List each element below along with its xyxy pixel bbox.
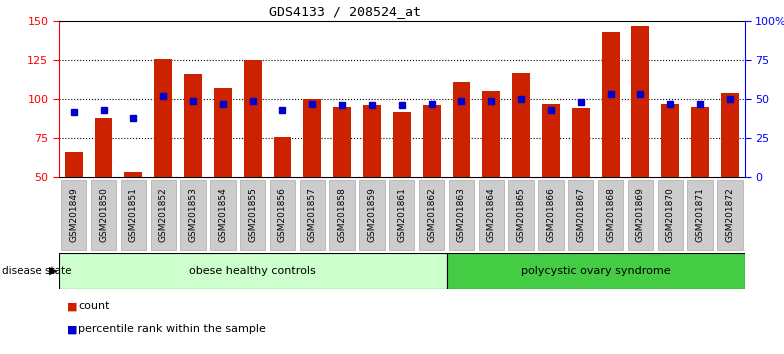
- FancyBboxPatch shape: [151, 180, 176, 250]
- Bar: [452, 82, 470, 177]
- FancyBboxPatch shape: [389, 180, 415, 250]
- Text: ▶: ▶: [49, 266, 57, 276]
- Bar: [363, 105, 381, 177]
- Bar: [274, 137, 292, 177]
- Bar: [244, 60, 262, 177]
- FancyBboxPatch shape: [91, 180, 116, 250]
- Bar: [303, 99, 321, 177]
- Text: ■: ■: [67, 324, 77, 334]
- Text: count: count: [78, 301, 110, 311]
- Bar: [691, 107, 709, 177]
- FancyBboxPatch shape: [359, 180, 385, 250]
- Text: GSM201869: GSM201869: [636, 188, 645, 242]
- Bar: [512, 73, 530, 177]
- Bar: [423, 105, 441, 177]
- Text: GSM201858: GSM201858: [338, 188, 347, 242]
- FancyBboxPatch shape: [598, 180, 623, 250]
- Text: GSM201867: GSM201867: [576, 188, 586, 242]
- FancyBboxPatch shape: [539, 180, 564, 250]
- Bar: [214, 88, 232, 177]
- Bar: [125, 172, 143, 177]
- Text: GSM201852: GSM201852: [158, 188, 168, 242]
- Bar: [661, 104, 679, 177]
- Text: disease state: disease state: [2, 266, 71, 276]
- Text: GSM201851: GSM201851: [129, 188, 138, 242]
- FancyBboxPatch shape: [210, 180, 235, 250]
- Text: GSM201850: GSM201850: [99, 188, 108, 242]
- Text: GSM201872: GSM201872: [725, 188, 735, 242]
- Text: GSM201865: GSM201865: [517, 188, 525, 242]
- Bar: [601, 32, 619, 177]
- FancyBboxPatch shape: [61, 180, 86, 250]
- Text: GSM201871: GSM201871: [695, 188, 705, 242]
- FancyBboxPatch shape: [299, 180, 325, 250]
- Text: GSM201859: GSM201859: [368, 188, 376, 242]
- Text: GSM201870: GSM201870: [666, 188, 675, 242]
- Bar: [542, 104, 560, 177]
- Text: GSM201853: GSM201853: [188, 188, 198, 242]
- Text: GSM201863: GSM201863: [457, 188, 466, 242]
- Text: GSM201856: GSM201856: [278, 188, 287, 242]
- Text: obese healthy controls: obese healthy controls: [189, 266, 316, 276]
- FancyBboxPatch shape: [658, 180, 683, 250]
- FancyBboxPatch shape: [180, 180, 205, 250]
- Text: GDS4133 / 208524_at: GDS4133 / 208524_at: [269, 5, 421, 18]
- Text: GSM201864: GSM201864: [487, 188, 495, 242]
- Text: GSM201861: GSM201861: [397, 188, 406, 242]
- Bar: [154, 59, 172, 177]
- Bar: [393, 112, 411, 177]
- Bar: [95, 118, 112, 177]
- Bar: [333, 107, 351, 177]
- Text: GSM201855: GSM201855: [249, 188, 257, 242]
- Text: GSM201857: GSM201857: [308, 188, 317, 242]
- Text: ■: ■: [67, 301, 77, 311]
- FancyBboxPatch shape: [478, 180, 504, 250]
- FancyBboxPatch shape: [329, 180, 355, 250]
- FancyBboxPatch shape: [628, 180, 653, 250]
- FancyBboxPatch shape: [688, 180, 713, 250]
- Text: GSM201854: GSM201854: [218, 188, 227, 242]
- Text: GSM201849: GSM201849: [69, 188, 78, 242]
- FancyBboxPatch shape: [568, 180, 593, 250]
- FancyBboxPatch shape: [448, 180, 474, 250]
- FancyBboxPatch shape: [509, 180, 534, 250]
- Text: GSM201866: GSM201866: [546, 188, 555, 242]
- Text: percentile rank within the sample: percentile rank within the sample: [78, 324, 267, 334]
- Bar: [184, 74, 202, 177]
- FancyBboxPatch shape: [121, 180, 146, 250]
- FancyBboxPatch shape: [59, 253, 447, 289]
- Bar: [65, 152, 82, 177]
- Text: GSM201862: GSM201862: [427, 188, 436, 242]
- FancyBboxPatch shape: [270, 180, 295, 250]
- Bar: [572, 108, 590, 177]
- Bar: [721, 93, 739, 177]
- Text: polycystic ovary syndrome: polycystic ovary syndrome: [521, 266, 670, 276]
- FancyBboxPatch shape: [419, 180, 445, 250]
- FancyBboxPatch shape: [447, 253, 745, 289]
- FancyBboxPatch shape: [717, 180, 742, 250]
- Bar: [631, 26, 649, 177]
- Text: GSM201868: GSM201868: [606, 188, 615, 242]
- FancyBboxPatch shape: [240, 180, 265, 250]
- Bar: [482, 91, 500, 177]
